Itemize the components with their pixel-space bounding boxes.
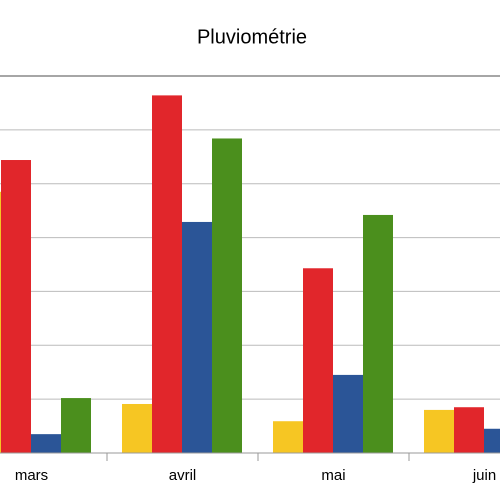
bar: [454, 407, 484, 453]
chart-title: Pluviométrie: [197, 26, 307, 48]
bar: [333, 374, 363, 453]
bar: [484, 428, 500, 453]
bar: [273, 421, 303, 453]
bar: [122, 403, 152, 453]
bar: [212, 138, 242, 453]
bar: [182, 221, 212, 453]
bar: [61, 398, 91, 453]
x-tick-label: juin: [472, 467, 496, 484]
bar: [363, 214, 393, 453]
bar: [31, 434, 61, 453]
x-tick-label: mars: [15, 467, 48, 484]
x-tick-label: mai: [321, 467, 345, 484]
bar: [1, 160, 31, 453]
x-tick-label: avril: [169, 467, 197, 484]
bar: [0, 191, 1, 454]
bar: [152, 95, 182, 453]
bar: [424, 409, 454, 453]
bar: [303, 268, 333, 453]
